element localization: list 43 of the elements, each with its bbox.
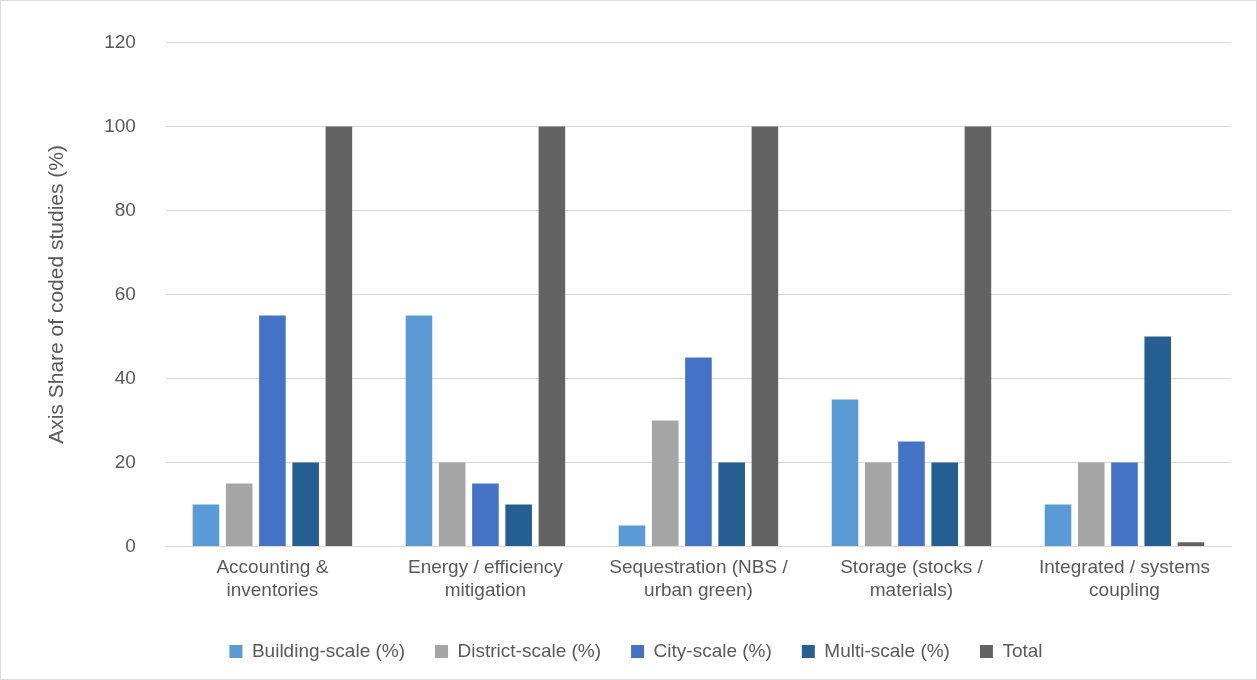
bar xyxy=(864,462,892,546)
legend-label: Building-scale (%) xyxy=(251,639,406,661)
bar xyxy=(405,315,433,546)
bar xyxy=(1177,542,1205,546)
bar xyxy=(259,315,286,546)
x-tick-label: Energy / efficiency mitigation xyxy=(407,556,564,600)
legend-label: Total xyxy=(1002,639,1043,661)
bar xyxy=(1044,504,1072,546)
bar xyxy=(292,462,319,546)
y-tick-label: 40 xyxy=(114,366,136,388)
bar xyxy=(225,483,253,546)
bar xyxy=(718,462,745,546)
y-tick-label: 20 xyxy=(114,450,136,472)
legend-label: District-scale (%) xyxy=(457,639,602,661)
bar xyxy=(651,420,679,546)
bar xyxy=(831,399,859,546)
bar xyxy=(325,126,353,546)
bar xyxy=(685,357,712,546)
bar xyxy=(438,462,466,546)
y-tick-label: 120 xyxy=(104,30,136,52)
bar xyxy=(192,504,220,546)
bar xyxy=(1144,336,1172,546)
x-tick-label: Integrated / systems coupling xyxy=(1038,556,1211,600)
y-tick-label: 60 xyxy=(114,282,136,304)
bar xyxy=(505,504,532,546)
bar xyxy=(964,126,992,546)
y-tick-label: 100 xyxy=(104,114,136,136)
bar xyxy=(538,126,566,546)
x-tick-label: Accounting & inventories xyxy=(216,556,329,600)
bar xyxy=(898,441,925,546)
legend-label: Multi-scale (%) xyxy=(824,639,950,661)
bar xyxy=(618,525,646,546)
bar xyxy=(1077,462,1105,546)
x-tick-label: Sequestration (NBS / urban green) xyxy=(609,556,789,600)
x-tick-label: Storage (stocks / materials) xyxy=(840,556,984,600)
bar xyxy=(472,483,499,546)
y-tick-label: 80 xyxy=(114,198,136,220)
y-tick-label: 0 xyxy=(125,534,136,556)
bar xyxy=(751,126,779,546)
bar xyxy=(931,462,958,546)
y-axis-title: Axis Share of coded studies (%) xyxy=(44,144,68,444)
bar xyxy=(1111,462,1138,546)
legend-label: City-scale (%) xyxy=(653,639,772,661)
